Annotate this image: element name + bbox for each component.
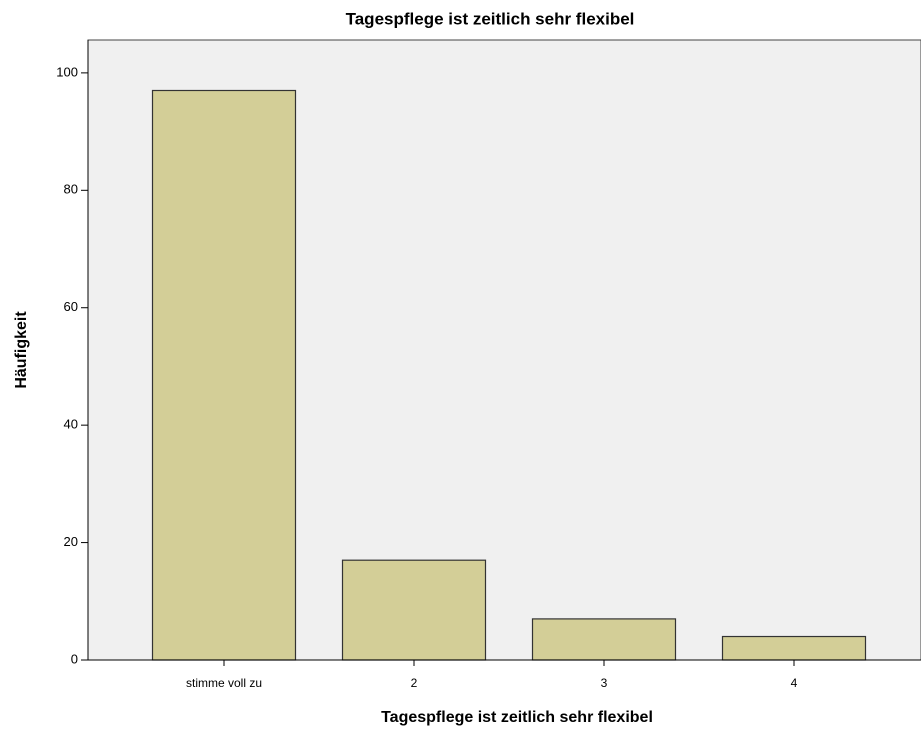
y-axis-title: Häufigkeit: [13, 311, 30, 389]
x-tick-label: 2: [411, 676, 418, 690]
x-tick-label: stimme voll zu: [186, 676, 262, 690]
y-tick-label: 0: [71, 651, 78, 666]
bar: [531, 618, 677, 661]
y-tick-label: 100: [56, 64, 78, 79]
y-tick-label: 20: [64, 534, 78, 549]
bar: [721, 635, 867, 661]
y-tick-label: 60: [64, 299, 78, 314]
bar: [151, 89, 297, 661]
x-tick-label: 4: [791, 676, 798, 690]
x-tick-label: 3: [601, 676, 608, 690]
y-tick-label: 40: [64, 417, 78, 432]
chart-title: Tagespflege ist zeitlich sehr flexibel: [346, 9, 635, 28]
bar: [341, 559, 487, 661]
y-tick-label: 80: [64, 182, 78, 197]
x-axis-title: Tagespflege ist zeitlich sehr flexibel: [381, 709, 653, 726]
